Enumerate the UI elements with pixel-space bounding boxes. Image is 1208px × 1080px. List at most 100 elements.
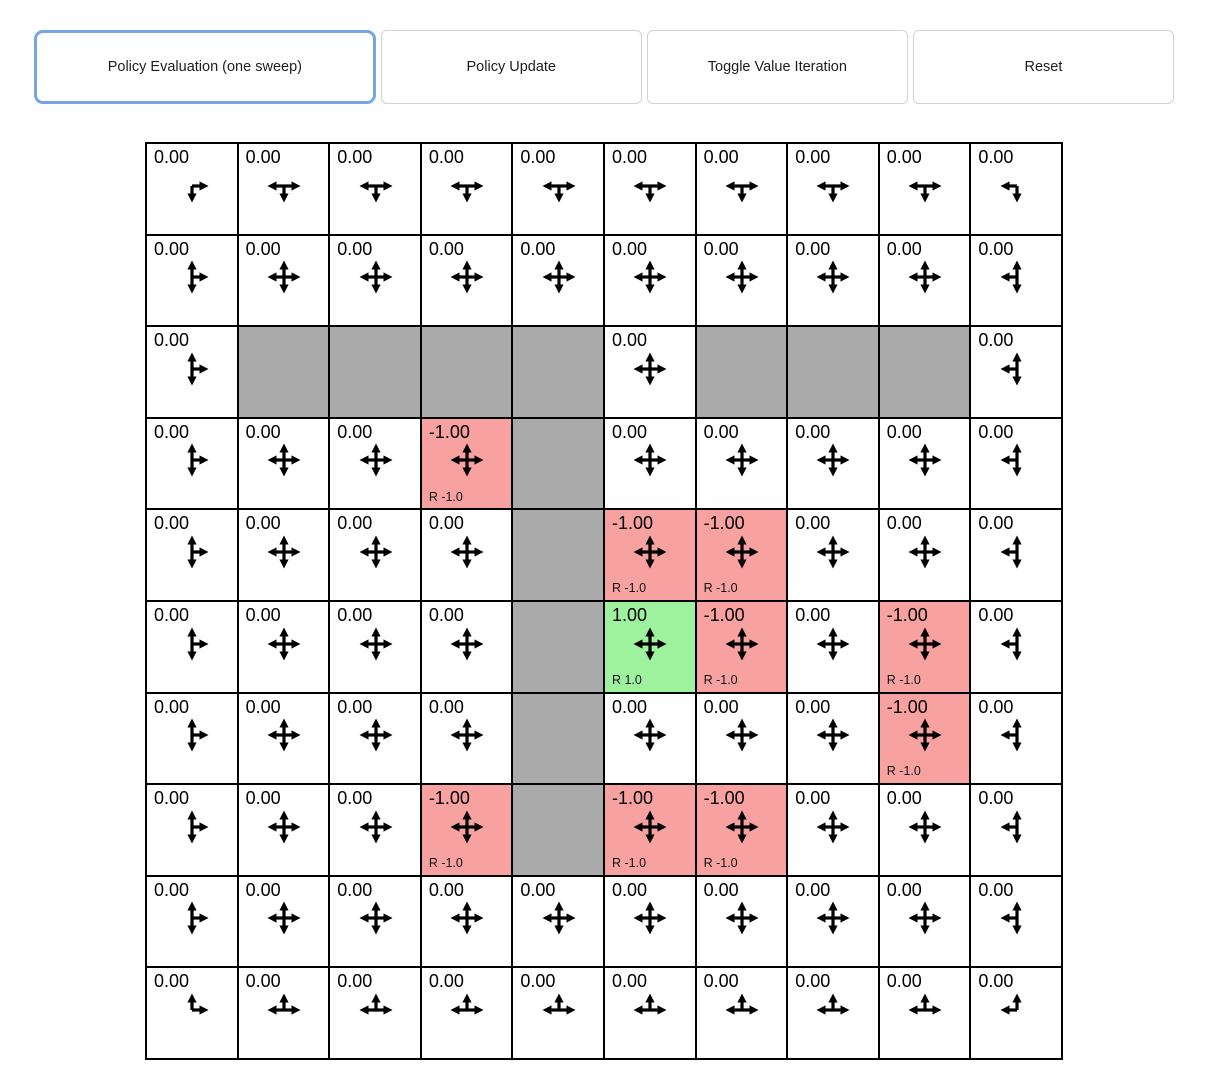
- grid-cell[interactable]: 0.00: [329, 967, 421, 1059]
- grid-cell[interactable]: 1.00 R 1.0: [604, 600, 696, 693]
- grid-cell[interactable]: 0.00: [970, 692, 1062, 785]
- grid-cell[interactable]: 0.00: [237, 417, 330, 510]
- grid-cell[interactable]: 0.00: [237, 600, 330, 693]
- grid-cell[interactable]: 0.00: [420, 967, 513, 1059]
- grid-cell[interactable]: 0.00: [237, 692, 330, 785]
- grid-cell[interactable]: 0.00: [237, 875, 330, 968]
- grid-cell[interactable]: 0.00: [878, 967, 971, 1059]
- wall-cell[interactable]: [512, 326, 604, 418]
- grid-cell[interactable]: 0.00: [787, 509, 879, 601]
- grid-cell[interactable]: 0.00: [878, 875, 971, 968]
- grid-cell[interactable]: 0.00: [329, 417, 421, 510]
- grid-cell[interactable]: 0.00: [695, 234, 788, 327]
- wall-cell[interactable]: [329, 326, 421, 418]
- grid-cell[interactable]: 0.00: [787, 692, 879, 785]
- toggle-value-iteration-button[interactable]: Toggle Value Iteration: [646, 30, 908, 104]
- grid-cell[interactable]: -1.00 R -1.0: [878, 692, 971, 785]
- grid-cell[interactable]: 0.00: [146, 784, 238, 876]
- grid-cell[interactable]: 0.00: [237, 234, 330, 327]
- grid-cell[interactable]: 0.00: [237, 509, 330, 601]
- wall-cell[interactable]: [512, 692, 604, 785]
- grid-cell[interactable]: 0.00: [146, 967, 238, 1059]
- wall-cell[interactable]: [695, 326, 788, 418]
- wall-cell[interactable]: [787, 326, 879, 418]
- grid-cell[interactable]: 0.00: [787, 600, 879, 693]
- grid-cell[interactable]: 0.00: [970, 143, 1062, 235]
- grid-cell[interactable]: -1.00 R -1.0: [878, 600, 971, 693]
- grid-cell[interactable]: -1.00 R -1.0: [420, 417, 513, 510]
- wall-cell[interactable]: [512, 784, 604, 876]
- grid-cell[interactable]: 0.00: [787, 967, 879, 1059]
- grid-cell[interactable]: 0.00: [146, 875, 238, 968]
- grid-cell[interactable]: -1.00 R -1.0: [695, 509, 788, 601]
- reset-button[interactable]: Reset: [912, 30, 1174, 104]
- grid-cell[interactable]: 0.00: [970, 784, 1062, 876]
- grid-cell[interactable]: 0.00: [146, 600, 238, 693]
- grid-cell[interactable]: 0.00: [420, 234, 513, 327]
- grid-cell[interactable]: 0.00: [604, 875, 696, 968]
- wall-cell[interactable]: [420, 326, 513, 418]
- policy-evaluation-button[interactable]: Policy Evaluation (one sweep): [34, 30, 376, 104]
- grid-cell[interactable]: 0.00: [970, 234, 1062, 327]
- grid-cell[interactable]: -1.00 R -1.0: [604, 784, 696, 876]
- grid-cell[interactable]: -1.00 R -1.0: [604, 509, 696, 601]
- grid-cell[interactable]: 0.00: [787, 417, 879, 510]
- grid-cell[interactable]: 0.00: [604, 967, 696, 1059]
- wall-cell[interactable]: [878, 326, 971, 418]
- grid-cell[interactable]: 0.00: [420, 875, 513, 968]
- grid-cell[interactable]: 0.00: [146, 509, 238, 601]
- grid-cell[interactable]: 0.00: [878, 784, 971, 876]
- grid-cell[interactable]: 0.00: [787, 234, 879, 327]
- grid-cell[interactable]: 0.00: [604, 417, 696, 510]
- wall-cell[interactable]: [512, 600, 604, 693]
- grid-cell[interactable]: 0.00: [604, 692, 696, 785]
- grid-cell[interactable]: 0.00: [970, 600, 1062, 693]
- grid-cell[interactable]: 0.00: [146, 326, 238, 418]
- grid-cell[interactable]: 0.00: [420, 509, 513, 601]
- grid-cell[interactable]: 0.00: [329, 784, 421, 876]
- grid-cell[interactable]: 0.00: [787, 143, 879, 235]
- grid-cell[interactable]: 0.00: [146, 417, 238, 510]
- wall-cell[interactable]: [512, 417, 604, 510]
- grid-cell[interactable]: -1.00 R -1.0: [695, 784, 788, 876]
- grid-cell[interactable]: 0.00: [970, 326, 1062, 418]
- grid-cell[interactable]: 0.00: [329, 509, 421, 601]
- wall-cell[interactable]: [512, 509, 604, 601]
- grid-cell[interactable]: 0.00: [970, 967, 1062, 1059]
- policy-update-button[interactable]: Policy Update: [380, 30, 642, 104]
- grid-cell[interactable]: 0.00: [787, 875, 879, 968]
- grid-cell[interactable]: -1.00 R -1.0: [695, 600, 788, 693]
- grid-cell[interactable]: 0.00: [420, 143, 513, 235]
- grid-cell[interactable]: 0.00: [146, 143, 238, 235]
- grid-cell[interactable]: 0.00: [237, 784, 330, 876]
- grid-cell[interactable]: 0.00: [237, 143, 330, 235]
- grid-cell[interactable]: 0.00: [329, 875, 421, 968]
- grid-cell[interactable]: 0.00: [970, 417, 1062, 510]
- grid-cell[interactable]: 0.00: [970, 875, 1062, 968]
- grid-cell[interactable]: 0.00: [878, 143, 971, 235]
- grid-cell[interactable]: 0.00: [604, 143, 696, 235]
- grid-cell[interactable]: 0.00: [146, 234, 238, 327]
- grid-cell[interactable]: 0.00: [878, 509, 971, 601]
- grid-cell[interactable]: 0.00: [146, 692, 238, 785]
- grid-cell[interactable]: 0.00: [695, 417, 788, 510]
- grid-cell[interactable]: 0.00: [512, 967, 604, 1059]
- grid-cell[interactable]: 0.00: [329, 234, 421, 327]
- grid-cell[interactable]: 0.00: [878, 417, 971, 510]
- grid-cell[interactable]: 0.00: [512, 143, 604, 235]
- grid-cell[interactable]: 0.00: [512, 875, 604, 968]
- grid-cell[interactable]: 0.00: [695, 875, 788, 968]
- grid-cell[interactable]: 0.00: [329, 600, 421, 693]
- grid-cell[interactable]: 0.00: [695, 967, 788, 1059]
- grid-cell[interactable]: 0.00: [420, 692, 513, 785]
- grid-cell[interactable]: 0.00: [329, 692, 421, 785]
- grid-cell[interactable]: 0.00: [512, 234, 604, 327]
- grid-cell[interactable]: 0.00: [604, 234, 696, 327]
- grid-cell[interactable]: -1.00 R -1.0: [420, 784, 513, 876]
- grid-cell[interactable]: 0.00: [878, 234, 971, 327]
- grid-cell[interactable]: 0.00: [237, 967, 330, 1059]
- grid-cell[interactable]: 0.00: [420, 600, 513, 693]
- grid-cell[interactable]: 0.00: [695, 143, 788, 235]
- grid-cell[interactable]: 0.00: [329, 143, 421, 235]
- grid-cell[interactable]: 0.00: [970, 509, 1062, 601]
